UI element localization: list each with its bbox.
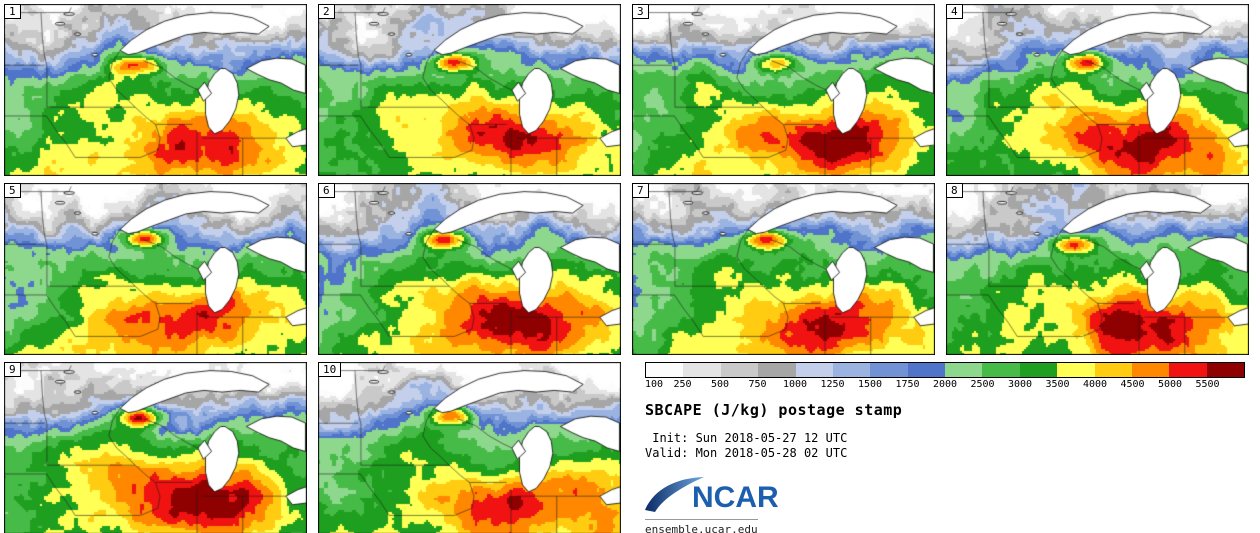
map-panel-7[interactable]: 7 (632, 183, 935, 355)
map-canvas (4, 183, 307, 355)
valid-time: Valid: Mon 2018-05-28 02 UTC (645, 446, 848, 460)
colorbar-tick-label: 3000 (1007, 379, 1033, 390)
colorbar-cell (1019, 363, 1058, 377)
colorbar-cell (1206, 363, 1244, 377)
panel-number-label: 2 (318, 4, 335, 19)
plot-title: SBCAPE (J/kg) postage stamp (645, 401, 903, 419)
colorbar-tick-label: 2000 (932, 379, 958, 390)
colorbar-cell (1094, 363, 1132, 377)
colorbar-cell (646, 363, 684, 377)
colorbar-cell (1057, 363, 1095, 377)
map-canvas (946, 183, 1249, 355)
colorbar-tick-label: 1750 (895, 379, 920, 390)
time-info: Init: Sun 2018-05-27 12 UTC Valid: Mon 2… (645, 431, 1250, 461)
map-panel-4[interactable]: 4 (946, 4, 1249, 176)
colorbar-cell (683, 363, 721, 377)
map-panel-10[interactable]: 10 (318, 362, 621, 533)
site-url[interactable]: ensemble.ucar.edu (645, 519, 758, 533)
panel-number-label: 7 (632, 183, 649, 198)
panel-number-label: 10 (318, 362, 342, 377)
map-canvas (632, 4, 935, 176)
colorbar-tick-label: 5500 (1195, 379, 1220, 390)
map-panel-9[interactable]: 9 (4, 362, 307, 533)
colorbar-cell (870, 363, 908, 377)
cape-colorbar: 100 250 500 750 1000 1250 1500 1750 2000 2500 3000… (645, 362, 1245, 391)
map-panel-3[interactable]: 3 (632, 4, 935, 176)
colorbar-cell (720, 363, 759, 377)
map-panel-5[interactable]: 5 (4, 183, 307, 355)
panel-number-label: 4 (946, 4, 963, 19)
panel-number-label: 8 (946, 183, 963, 198)
map-canvas (4, 362, 307, 533)
colorbar-cells (645, 362, 1245, 378)
panel-number-label: 5 (4, 183, 21, 198)
colorbar-labels: 100 250 500 750 1000 1250 1500 1750 2000 2500 3000… (645, 378, 1245, 391)
colorbar-tick-label: 4000 (1082, 379, 1108, 390)
colorbar-cell (832, 363, 871, 377)
panel-number-label: 1 (4, 4, 21, 19)
colorbar-tick-label: 5000 (1157, 379, 1183, 390)
ncar-logo[interactable]: NCAR (642, 473, 1250, 517)
colorbar-cell (982, 363, 1020, 377)
map-panel-2[interactable]: 2 (318, 4, 621, 176)
colorbar-tick-label: 100 (645, 379, 664, 390)
legend-info-area: 100 250 500 750 1000 1250 1500 1750 2000 2500 3000… (632, 362, 1250, 533)
colorbar-tick-label: 500 (710, 379, 730, 390)
colorbar-tick-label: 3500 (1045, 379, 1070, 390)
panel-number-label: 6 (318, 183, 335, 198)
map-canvas (632, 183, 935, 355)
map-canvas (318, 4, 621, 176)
map-canvas (318, 183, 621, 355)
colorbar-cell (945, 363, 983, 377)
ncar-logo-text: NCAR (692, 481, 779, 514)
map-panel-1[interactable]: 1 (4, 4, 307, 176)
panel-number-label: 3 (632, 4, 649, 19)
colorbar-tick-label: 1250 (820, 379, 845, 390)
colorbar-cell (1169, 363, 1207, 377)
colorbar-tick-label: 250 (673, 379, 692, 390)
colorbar-tick-label: 2500 (970, 379, 995, 390)
map-canvas (318, 362, 621, 533)
colorbar-cell (1131, 363, 1170, 377)
map-canvas (946, 4, 1249, 176)
ncar-logo-graphic: NCAR (645, 477, 779, 514)
colorbar-cell (795, 363, 833, 377)
panel-number-label: 9 (4, 362, 21, 377)
colorbar-cell (907, 363, 945, 377)
colorbar-tick-label: 4500 (1120, 379, 1145, 390)
colorbar-tick-label: 750 (748, 379, 767, 390)
colorbar-cell (758, 363, 796, 377)
map-panel-8[interactable]: 8 (946, 183, 1249, 355)
init-time: Init: Sun 2018-05-27 12 UTC (645, 431, 848, 445)
colorbar-tick-label: 1000 (782, 379, 808, 390)
map-panel-6[interactable]: 6 (318, 183, 621, 355)
colorbar-tick-label: 1500 (857, 379, 883, 390)
ncar-swoosh-icon (645, 477, 704, 512)
map-canvas (4, 4, 307, 176)
